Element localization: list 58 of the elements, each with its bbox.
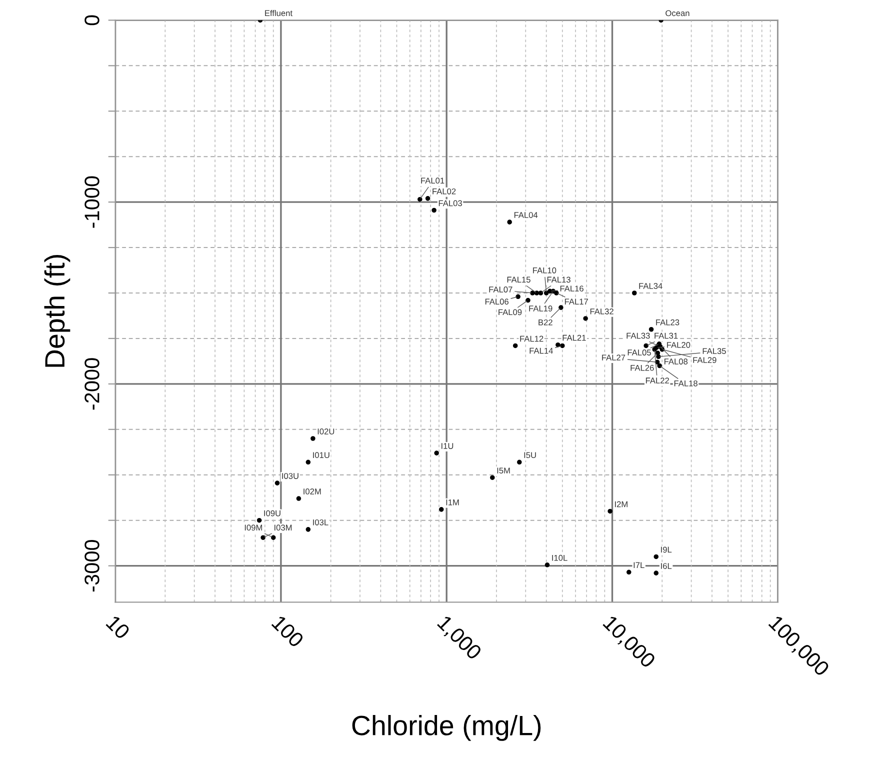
annotation: FAL27 [602,354,626,360]
y-axis-title: Depth (ft) [44,255,70,367]
annotation: I02U [318,428,334,434]
annotation: FAL12 [520,336,544,342]
annotation: FAL04 [514,212,538,218]
annotation: FAL20 [667,342,690,348]
annotation: FAL03 [438,200,462,206]
annotation: I03U [282,473,298,479]
annotation: FAL16 [560,286,584,292]
y-tick-label: 0 [84,15,100,26]
annotation: FAL22 [646,378,669,384]
annotation: B22 [538,319,552,326]
annotation: Effluent [265,10,292,16]
annotation: I09M [244,524,262,531]
annotation: I5U [524,452,536,458]
y-tick-label: -1000 [84,176,100,228]
annotation: FAL14 [530,348,553,354]
annotation: FAL15 [507,276,530,283]
annotation: FAL31 [654,332,678,339]
annotation: I09U [264,510,280,516]
annotation: FAL29 [693,357,716,364]
annotation: I10L [552,554,568,561]
annotation: FAL23 [656,319,680,326]
annotation: I02M [304,488,321,494]
annotation: FAL10 [533,267,556,274]
annotation: FAL26 [630,364,654,371]
annotation: FAL32 [590,308,614,314]
annotation: I01U [313,452,330,458]
annotation: I03L [313,519,328,526]
y-tick-label: -3000 [84,540,100,592]
annotation: FAL18 [674,380,698,386]
annotation: I2M [615,501,628,508]
annotation: I5M [497,468,510,474]
annotation: FAL01 [421,178,444,184]
annotation: FAL17 [564,298,588,304]
annotation: I7L [634,562,644,568]
annotation: FAL33 [626,332,650,339]
annotation: I9L [661,546,672,553]
annotation: FAL09 [498,309,522,316]
annotation: FAL06 [485,298,508,305]
annotation: Ocean [666,10,690,16]
annotation: I6L [661,563,672,569]
annotation: FAL35 [702,348,726,354]
annotation: I1M [446,500,459,506]
annotation: FAL13 [547,276,570,283]
x-tick-label: 10 [106,614,131,640]
x-tick-label: 100 [271,614,305,648]
annotation: I03M [274,524,292,531]
annotation: FAL07 [489,286,512,292]
annotation: FAL05 [628,350,651,356]
annotation: FAL21 [562,334,586,341]
annotation: I1U [442,443,454,449]
y-tick-label: -2000 [84,358,100,410]
annotation: FAL08 [664,358,688,364]
annotation: FAL34 [639,283,662,289]
annotation: FAL02 [432,188,456,194]
annotation: FAL19 [529,306,552,312]
x-axis-title: Chloride (mg/L) [352,714,541,741]
